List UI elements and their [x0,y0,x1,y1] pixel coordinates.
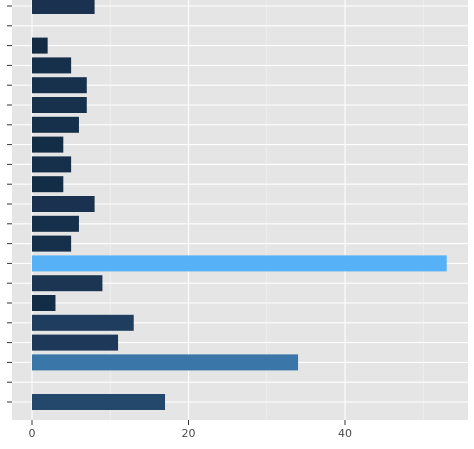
bar [32,235,72,252]
x-tick-labels: 0 20 40 [29,427,353,440]
bar [32,354,299,371]
bar [32,255,447,272]
bar [32,196,95,212]
bar [32,394,166,410]
x-tick-label: 40 [338,427,352,440]
x-ticks [31,420,346,425]
bar [32,334,119,351]
x-tick-label: 20 [182,427,196,440]
y-ticks [7,5,12,403]
bar [32,77,87,94]
bar [32,295,56,311]
x-tick-label: 0 [29,427,36,440]
bar [32,156,72,173]
bar [32,97,87,113]
bar [32,0,95,14]
bar [32,37,48,54]
bar [32,314,134,331]
bar [32,215,79,232]
grid-layer [12,0,468,420]
bar [32,57,72,74]
bar [32,275,103,292]
bars [32,0,447,410]
bar [32,116,79,133]
bar [32,176,64,193]
bar [32,136,64,153]
